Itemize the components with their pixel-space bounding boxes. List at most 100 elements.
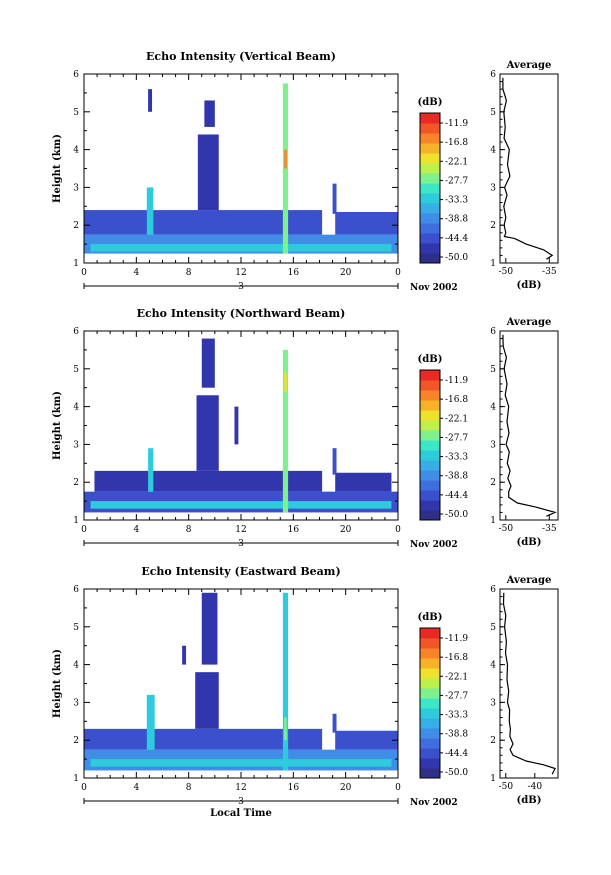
chart-title: Echo Intensity (Eastward Beam)	[141, 565, 340, 578]
heatmap-cell-10	[332, 183, 337, 214]
colorbar-swatch	[420, 420, 440, 431]
heatmap-cell-3	[84, 210, 323, 235]
colorbar-label: -11.9	[445, 634, 468, 644]
average-y-tick-label: 2	[490, 736, 496, 746]
average-y-tick-label: 2	[490, 221, 496, 231]
colorbar-label: -33.3	[445, 711, 468, 721]
colorbar-swatch	[420, 380, 440, 391]
colorbar-label: -16.8	[445, 395, 468, 405]
chart-panel-3: Echo Intensity (Eastward Beam)0 4 8 12 16 20 0…	[52, 565, 559, 819]
colorbar-swatch	[420, 648, 440, 659]
heatmap-cells	[84, 592, 398, 771]
average-y-tick-label: 5	[490, 108, 496, 118]
colorbar-label: -38.8	[445, 730, 468, 740]
colorbar-swatch	[420, 470, 440, 481]
colorbar-frame	[419, 627, 441, 779]
colorbar-swatch	[420, 490, 440, 501]
colorbar-swatch	[420, 243, 440, 254]
y-axis-label: Height (km)	[52, 391, 63, 460]
x-tick-label: 0	[395, 783, 401, 793]
heatmap-cell-9	[284, 717, 287, 741]
colorbar-label: -11.9	[445, 376, 468, 386]
x-tick-label: 8	[186, 268, 192, 278]
y-tick-label: 1	[73, 516, 79, 526]
average-x-tick-label: -50	[499, 524, 514, 534]
colorbar-label: -27.7	[445, 176, 468, 186]
x-tick-label: 4	[133, 268, 139, 278]
average-title: Average	[506, 60, 552, 71]
heatmap-cell-11	[182, 645, 187, 665]
x-tick-label: 16	[288, 783, 300, 793]
colorbar-swatch	[420, 113, 440, 124]
colorbar-swatch	[420, 223, 440, 234]
x-tick-label: 8	[186, 783, 192, 793]
heatmap-cell-10	[332, 448, 337, 475]
average-frame	[499, 73, 559, 264]
average-frame	[499, 588, 559, 779]
x-tick-label: 20	[340, 783, 352, 793]
colorbar-swatch	[420, 668, 440, 679]
x-tick-label: 0	[81, 525, 87, 535]
colorbar-label: -50.0	[445, 768, 468, 778]
average-profile: Average 1 2 3 4 5 6 -50 -40 (dB)	[490, 575, 559, 806]
colorbar-label: -33.3	[445, 196, 468, 206]
average-y-tick-label: 1	[490, 774, 496, 784]
x-tick-label: 20	[340, 268, 352, 278]
colorbar-swatch	[420, 430, 440, 441]
colorbar-swatch	[420, 370, 440, 381]
colorbar-label: -27.7	[445, 433, 468, 443]
chart-panel-2: Echo Intensity (Northward Beam)0 4 8 12 16 20…	[52, 307, 559, 550]
colorbar-swatch	[420, 728, 440, 739]
heatmap-cell-2	[90, 501, 392, 509]
average-profile: Average 1 2 3 4 5 6 -50 -35(dB)	[490, 60, 559, 291]
average-y-tick-label: 4	[490, 661, 496, 671]
x-tick-label: 0	[395, 525, 401, 535]
colorbar-label: -38.8	[445, 215, 468, 225]
colorbar-swatch	[420, 143, 440, 154]
date-day: 3	[238, 539, 244, 549]
average-x-tick-label: -50	[499, 267, 514, 277]
average-x-tick-label: -50	[499, 782, 514, 792]
average-y-tick-label: 5	[490, 365, 496, 375]
average-profile: Average 1 2 3 4 5 6 -50 -35(dB)	[490, 317, 559, 548]
date-label: Nov 2002	[410, 798, 458, 808]
y-tick-label: 5	[73, 108, 79, 118]
heatmap-cell-3	[84, 728, 323, 750]
colorbar-unit: (dB)	[418, 97, 443, 108]
heatmap-cell-4	[335, 211, 398, 235]
colorbar-swatch	[420, 133, 440, 144]
y-tick-label: 4	[73, 661, 79, 671]
colorbar-swatch	[420, 213, 440, 224]
colorbar-label: -27.7	[445, 691, 468, 701]
colorbar-label: -11.9	[445, 119, 468, 129]
colorbar-swatch	[420, 480, 440, 491]
heatmap-cell-6	[201, 338, 215, 388]
colorbar-swatch	[420, 738, 440, 749]
colorbar: (dB) -11.9 -16.8 -22.1 -27.7 -33.3 -38.8 -44.4 -…	[418, 612, 468, 779]
colorbar-swatch	[420, 768, 440, 779]
average-y-tick-label: 4	[490, 403, 496, 413]
x-tick-label: 16	[288, 268, 300, 278]
heatmap-cell-5	[197, 134, 219, 211]
colorbar-label: -44.4	[445, 749, 468, 759]
y-tick-label: 1	[73, 259, 79, 269]
colorbar-unit: (dB)	[418, 612, 443, 623]
average-x-label: (dB)	[517, 280, 542, 291]
x-tick-label: 0	[81, 268, 87, 278]
colorbar-swatch	[420, 748, 440, 759]
average-y-tick-label: 2	[490, 478, 496, 488]
x-tick-label: 16	[288, 525, 300, 535]
colorbar-swatch	[420, 638, 440, 649]
x-tick-label: 0	[81, 783, 87, 793]
colorbar-swatch	[420, 153, 440, 164]
colorbar-swatch	[420, 460, 440, 471]
y-tick-label: 1	[73, 774, 79, 784]
colorbar-label: -44.4	[445, 491, 468, 501]
x-tick-label: 4	[133, 525, 139, 535]
x-tick-label: 12	[235, 525, 246, 535]
date-label: Nov 2002	[410, 540, 458, 550]
chart-panel-1: Echo Intensity (Vertical Beam)0 4 8 12 16 20 0…	[52, 50, 559, 293]
colorbar-swatch	[420, 628, 440, 639]
chart-title: Echo Intensity (Vertical Beam)	[146, 50, 336, 63]
colorbar-swatch	[420, 718, 440, 729]
